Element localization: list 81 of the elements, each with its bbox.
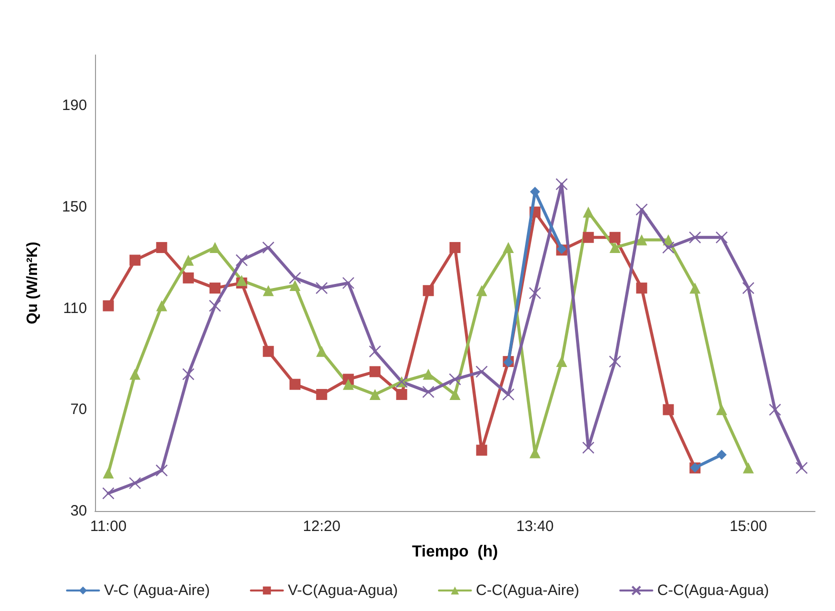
point xyxy=(556,178,568,190)
legend-label: C-C(Agua-Agua) xyxy=(657,582,769,599)
point xyxy=(128,477,142,490)
point xyxy=(210,242,220,254)
point xyxy=(182,254,194,266)
legend-label: V-C (Agua-Aire) xyxy=(104,582,210,599)
point xyxy=(556,356,568,368)
point xyxy=(156,464,168,477)
point xyxy=(182,272,194,284)
point xyxy=(742,462,754,474)
point xyxy=(422,285,434,296)
point xyxy=(796,462,808,474)
point xyxy=(396,388,408,400)
point xyxy=(316,282,328,294)
point xyxy=(636,234,648,246)
point xyxy=(502,242,514,254)
point xyxy=(102,487,114,500)
point xyxy=(450,388,460,400)
point xyxy=(476,366,488,378)
x-axis-title: Tiempo (h) xyxy=(412,544,498,560)
y-tick-label: 110 xyxy=(63,300,87,317)
point xyxy=(182,368,194,380)
point xyxy=(608,355,622,368)
point xyxy=(422,386,434,398)
point xyxy=(636,203,648,216)
point xyxy=(262,346,274,357)
x-tick-label: 13:40 xyxy=(516,518,554,535)
point xyxy=(450,242,460,254)
x-tick-label: 11:00 xyxy=(90,518,127,535)
point xyxy=(636,282,648,294)
point xyxy=(370,388,380,400)
point xyxy=(208,300,222,312)
point xyxy=(690,282,700,294)
point xyxy=(102,300,114,312)
legend-label: C-C(Agua-Aire) xyxy=(476,582,580,599)
point xyxy=(316,388,328,400)
point xyxy=(502,388,514,401)
point xyxy=(662,404,674,416)
point xyxy=(316,346,328,357)
point xyxy=(368,345,382,358)
point xyxy=(476,285,488,296)
point xyxy=(290,280,300,292)
y-tick-label: 150 xyxy=(62,198,87,216)
point xyxy=(742,282,754,294)
point xyxy=(130,368,140,380)
point xyxy=(662,241,674,254)
point xyxy=(688,231,702,244)
point xyxy=(102,468,114,478)
point xyxy=(156,300,168,312)
point xyxy=(448,373,462,386)
x-tick-label: 12:20 xyxy=(302,518,340,535)
point xyxy=(528,287,542,300)
legend-label: V-C(Agua-Agua) xyxy=(288,582,398,599)
x-tick-label: 15:00 xyxy=(730,518,768,535)
point xyxy=(610,232,620,243)
point xyxy=(236,254,248,266)
point xyxy=(342,378,354,390)
point xyxy=(716,450,727,460)
point xyxy=(716,404,728,416)
point xyxy=(288,272,302,284)
point xyxy=(422,368,434,380)
y-tick-label: 30 xyxy=(70,502,87,520)
point xyxy=(156,242,168,254)
point xyxy=(262,241,274,254)
point xyxy=(582,442,594,454)
point xyxy=(476,444,488,456)
y-axis-title: Qu (W/m²K) xyxy=(24,242,41,324)
point xyxy=(716,231,728,244)
point xyxy=(236,274,248,286)
point xyxy=(290,378,300,390)
point xyxy=(130,254,140,266)
point xyxy=(262,285,274,296)
point xyxy=(582,206,594,218)
y-tick-label: 190 xyxy=(62,97,87,114)
point xyxy=(582,232,594,243)
point xyxy=(370,366,380,378)
point xyxy=(210,282,220,294)
point xyxy=(342,276,354,290)
point xyxy=(610,242,620,254)
y-tick-label: 70 xyxy=(70,401,87,418)
point xyxy=(768,404,782,416)
